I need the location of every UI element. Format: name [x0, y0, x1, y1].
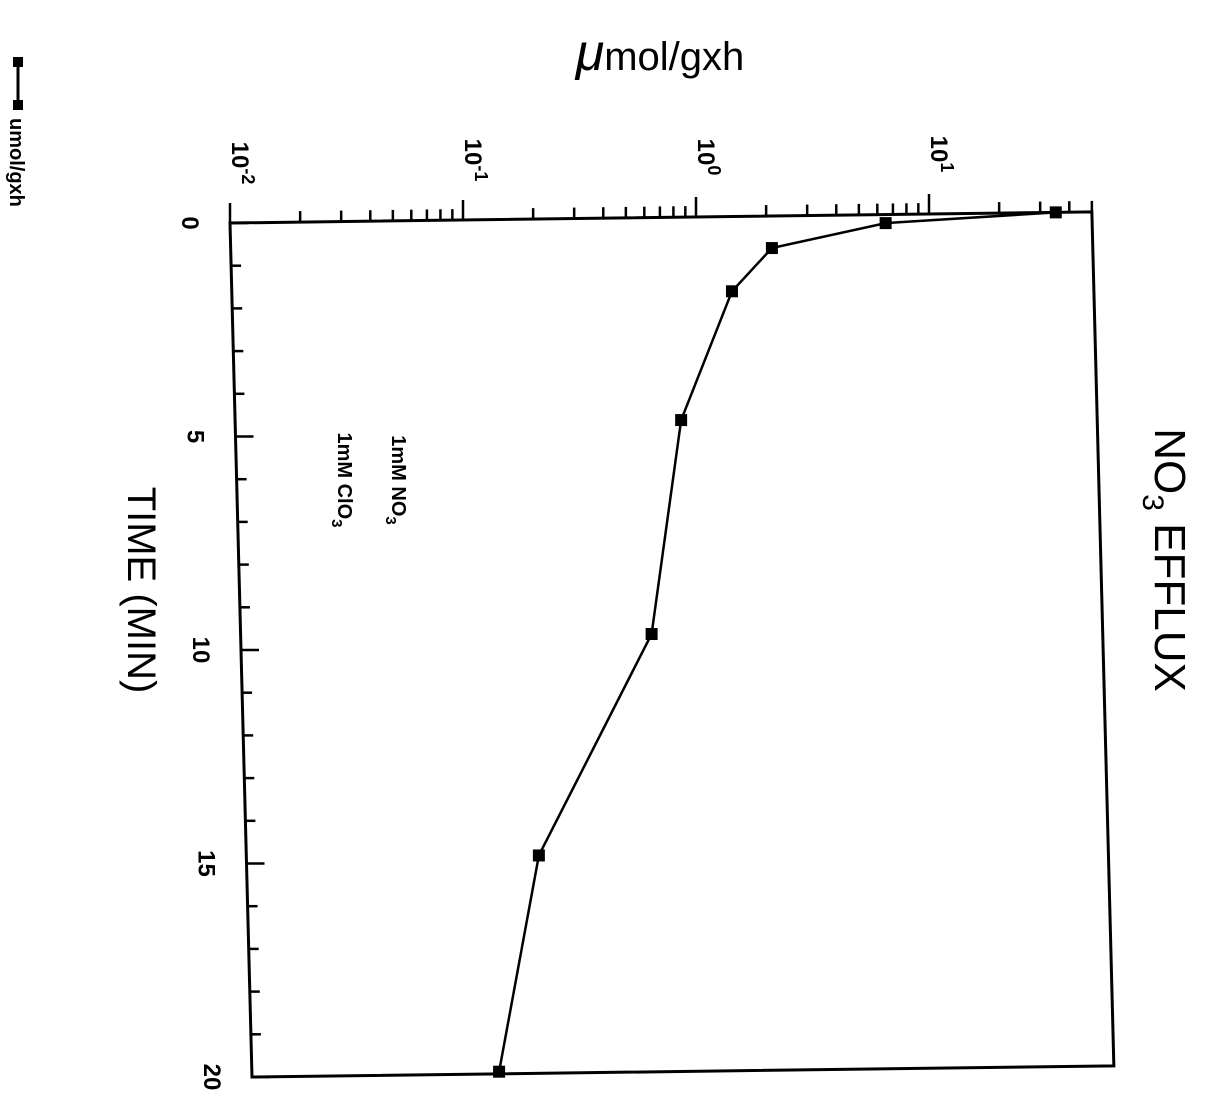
y-tick-label: 10-2 — [226, 142, 258, 185]
x-axis-title-text: TIME (MIN) — [119, 487, 163, 694]
series-line — [497, 211, 1056, 1072]
data-point — [765, 242, 778, 255]
legend-label: umol/gxh — [5, 118, 27, 207]
annotations: 1mM NO3 1mM ClO3 — [328, 432, 409, 527]
svg-text:μmol/gxh: μmol/gxh — [574, 24, 745, 82]
svg-text:NO3 EFFLUX: NO3 EFFLUX — [1136, 428, 1194, 692]
chart-title-main: NO — [1145, 428, 1194, 494]
x-axis-ticks: 0 5 10 15 20 — [176, 216, 270, 1090]
x-tick-label: 15 — [193, 850, 220, 877]
chart-title: NO3 EFFLUX — [1136, 428, 1194, 692]
x-tick-label: 10 — [187, 637, 214, 664]
y-axis-title-mu: μ — [574, 24, 605, 82]
x-tick-label: 20 — [198, 1064, 225, 1091]
annotation-label: 1mM ClO3 — [328, 432, 355, 527]
plot-frame — [228, 210, 1116, 1079]
chart-title-rest: EFFLUX — [1145, 511, 1194, 692]
legend: umol/gxh — [5, 57, 27, 207]
annotation-label: 1mM NO3 — [382, 435, 409, 524]
y-axis-title: μmol/gxh — [574, 24, 745, 82]
data-point — [493, 1065, 506, 1078]
y-tick-label: 100 — [692, 139, 724, 176]
data-point — [532, 849, 545, 862]
y-axis-ticks: 10-2 10-1 100 101 — [226, 136, 1094, 223]
data-point — [879, 217, 892, 230]
data-point — [725, 285, 738, 298]
plot-border — [228, 210, 1116, 1079]
x-tick-label: 0 — [176, 216, 203, 229]
legend-marker-top — [13, 57, 23, 67]
x-tick-label: 5 — [182, 430, 209, 443]
chart-title-sub: 3 — [1136, 494, 1169, 511]
data-point — [1049, 206, 1062, 219]
y-axis-title-rest: mol/gxh — [604, 35, 744, 79]
y-tick-label: 101 — [925, 136, 957, 173]
y-tick-label: 10-1 — [459, 139, 491, 182]
data-series — [493, 206, 1062, 1078]
data-point — [645, 628, 658, 641]
legend-marker-bottom — [13, 100, 23, 110]
data-point — [675, 414, 688, 427]
x-axis-title: TIME (MIN) — [119, 487, 163, 694]
